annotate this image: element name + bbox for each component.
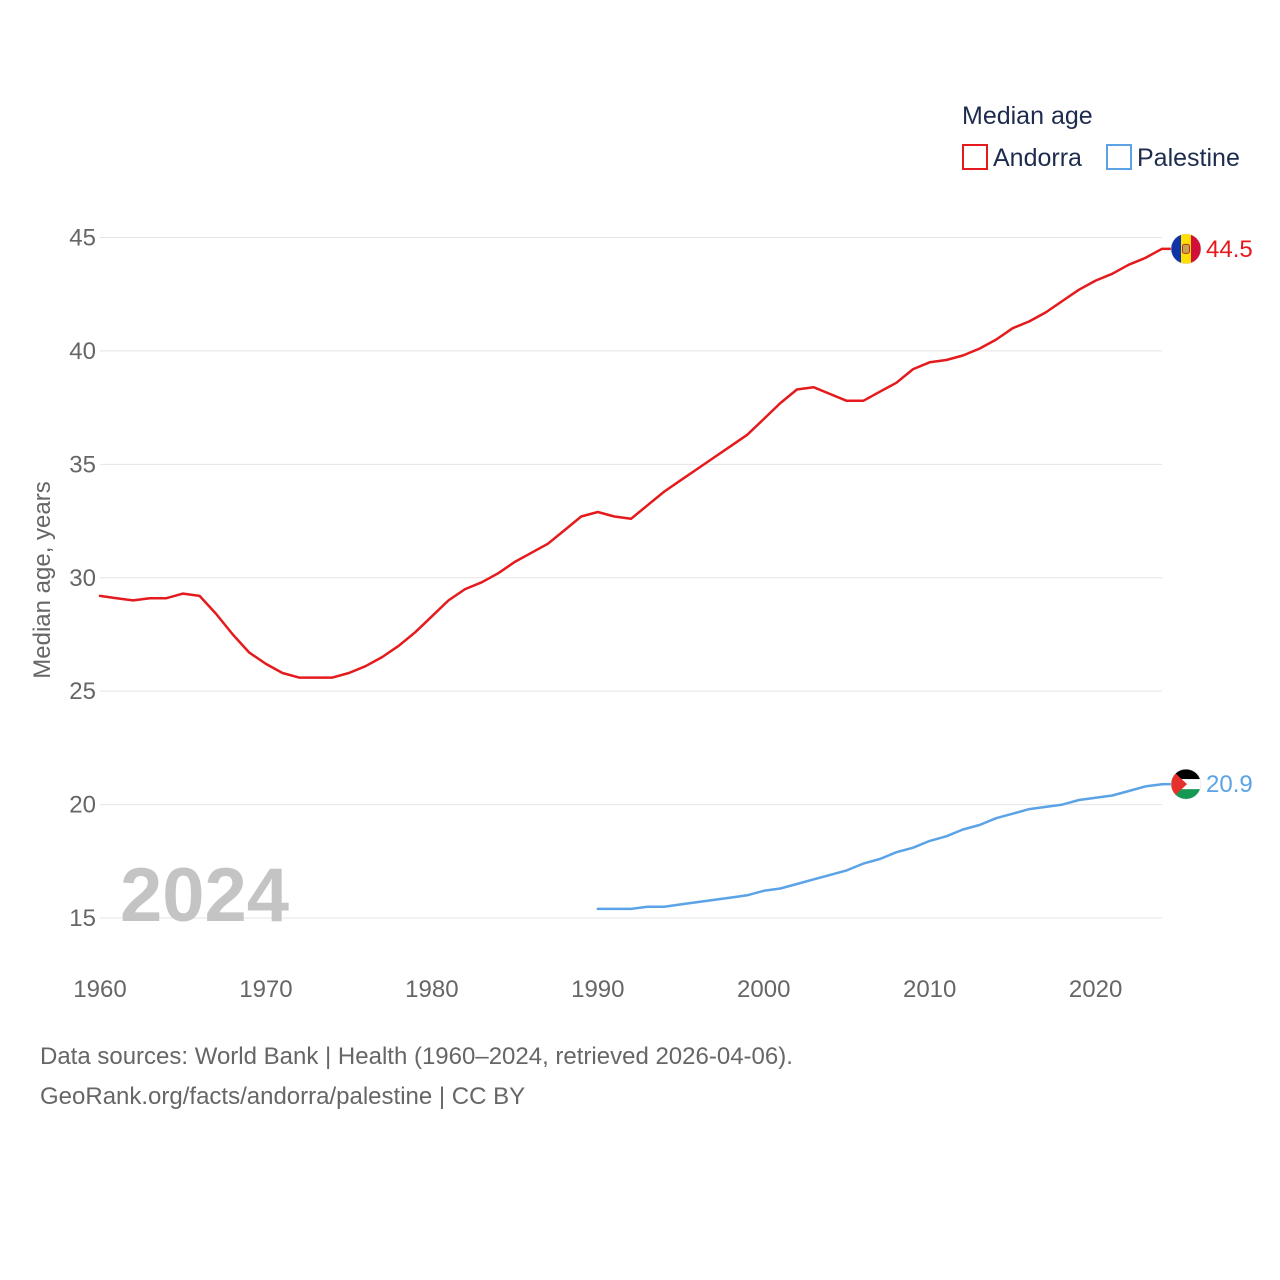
x-tick-labels: 1960 1970 1980 1990 2000 2010 2020	[73, 976, 1122, 1003]
legend-label-andorra: Andorra	[993, 144, 1082, 172]
data-sources-text: Data sources: World Bank | Health (1960–…	[40, 1043, 793, 1070]
flag-triangle-red	[1171, 769, 1187, 800]
y-tick-label-35: 35	[69, 451, 96, 478]
y-tick-label-30: 30	[69, 565, 96, 592]
legend-swatch-andorra	[962, 144, 988, 170]
legend-title: Median age	[962, 102, 1093, 130]
series-line-palestine	[596, 782, 1164, 911]
palestine-flag-body	[1171, 769, 1201, 800]
palestine-flag-icon	[1170, 768, 1202, 800]
x-tick-label-2010: 2010	[903, 976, 956, 1003]
x-tick-label-1970: 1970	[239, 976, 292, 1003]
x-tick-label-1960: 1960	[73, 976, 126, 1003]
x-tick-label-2000: 2000	[737, 976, 790, 1003]
andorra-flag-body	[1171, 233, 1201, 264]
flag-band-blue	[1171, 233, 1181, 264]
legend: Median age Andorra Palestine	[962, 102, 1240, 172]
flag-band-black	[1171, 769, 1201, 780]
flag-band-green	[1171, 789, 1201, 800]
y-tick-label-40: 40	[69, 338, 96, 365]
y-axis-title: Median age, years	[29, 481, 56, 678]
x-tick-label-2020: 2020	[1069, 976, 1122, 1003]
palestine-flag-outline	[1170, 768, 1202, 800]
series-end-markers: 44.5 20.9	[1162, 233, 1253, 800]
legend-item-palestine[interactable]: Palestine	[1106, 144, 1240, 172]
y-tick-labels: 15 20 25 30 35 40 45	[69, 225, 96, 933]
median-age-chart: 15 20 25 30 35 40 45 1960 1970 1980 1990 2000 2010 2…	[29, 102, 1253, 1003]
series-lines	[98, 247, 1164, 911]
flag-band-red	[1191, 233, 1201, 264]
y-tick-label-45: 45	[69, 225, 96, 252]
flag-coat-of-arms	[1182, 243, 1190, 254]
attribution-link[interactable]: GeoRank.org/facts/andorra/palestine | CC…	[40, 1083, 526, 1110]
andorra-flag-icon	[1170, 233, 1202, 265]
end-label-andorra: 44.5	[1206, 236, 1253, 263]
series-line-andorra	[98, 247, 1164, 679]
year-label: 2024	[120, 853, 289, 938]
gridlines	[100, 237, 1162, 919]
y-tick-label-20: 20	[69, 792, 96, 819]
andorra-flag-outline	[1170, 233, 1202, 265]
legend-label-palestine: Palestine	[1137, 144, 1240, 172]
legend-item-andorra[interactable]: Andorra	[962, 144, 1082, 172]
end-label-palestine: 20.9	[1206, 771, 1253, 798]
x-tick-label-1990: 1990	[571, 976, 624, 1003]
y-tick-label-25: 25	[69, 678, 96, 705]
x-tick-label-1980: 1980	[405, 976, 458, 1003]
legend-swatch-palestine	[1106, 144, 1132, 170]
y-tick-label-15: 15	[69, 905, 96, 932]
